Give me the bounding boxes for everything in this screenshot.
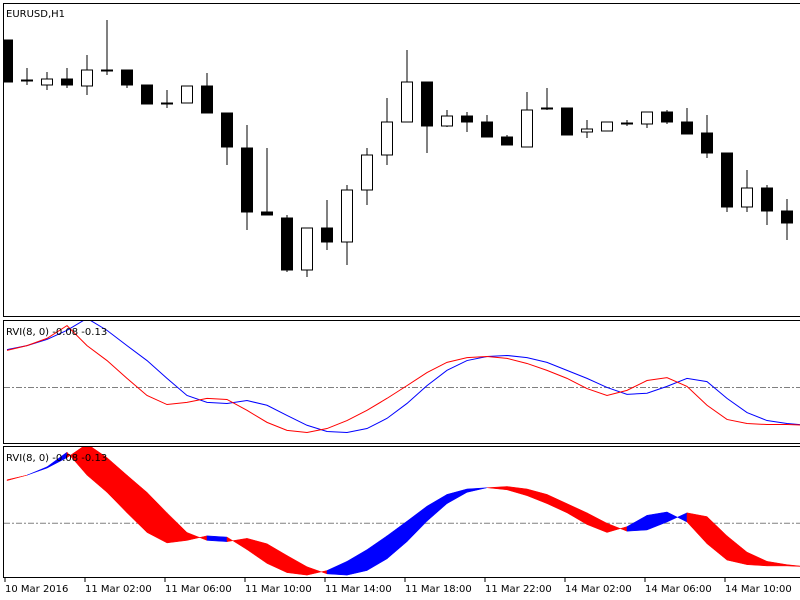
rvi-band-segment xyxy=(786,564,800,567)
candle-body-down xyxy=(501,136,513,146)
candle-body-up xyxy=(581,128,593,133)
candle-body-down xyxy=(781,210,793,224)
candle-body-down xyxy=(221,112,233,148)
rvi-band-segment xyxy=(126,474,148,534)
rvi-band-segment xyxy=(186,532,208,541)
rvi-band-segment xyxy=(286,555,308,576)
candle-body-up xyxy=(741,187,753,208)
rvi-band-segment xyxy=(146,491,168,544)
price-pane xyxy=(4,20,793,277)
x-tick-label: 14 Mar 06:00 xyxy=(645,584,712,595)
rvi-band-segment xyxy=(86,447,108,493)
x-tick-label: 11 Mar 10:00 xyxy=(245,584,312,595)
rvi-band-segment xyxy=(226,536,248,551)
candle-body-down xyxy=(241,147,253,213)
candle-body-down xyxy=(721,152,733,208)
rvi-band-segment xyxy=(406,505,428,543)
rvi-band-segment xyxy=(366,535,388,571)
rvi-line xyxy=(6,324,800,434)
candle-body-up xyxy=(401,81,413,123)
pane-title: RVI(8, 0) -0.08 -0.13 xyxy=(6,453,107,464)
candle-body-down xyxy=(661,111,673,123)
candle-body-down xyxy=(121,69,133,86)
candle-body-down xyxy=(621,122,633,125)
rvi-band-segment xyxy=(746,551,768,567)
candle-body-down xyxy=(541,107,553,110)
rvi-band-segment xyxy=(486,486,508,491)
candle-body-up xyxy=(361,154,373,191)
rvi-band-pane xyxy=(4,447,800,576)
rvi-band-segment xyxy=(766,561,788,567)
x-tick-label: 11 Mar 18:00 xyxy=(405,584,472,595)
rvi-band-segment xyxy=(546,494,568,514)
candle-body-down xyxy=(281,217,293,271)
rvi-band-segment xyxy=(306,566,328,576)
rvi-band-segment xyxy=(566,503,588,525)
candle-body-up xyxy=(81,69,93,87)
rvi-band-segment xyxy=(426,493,448,522)
rvi-band-segment xyxy=(326,560,348,576)
candle-body-down xyxy=(421,81,433,127)
candle-body-down xyxy=(481,121,493,138)
rvi-band-segment xyxy=(726,535,748,565)
candle-body-down xyxy=(201,85,213,114)
rvi-band-segment xyxy=(506,486,528,497)
candle-body-down xyxy=(161,102,173,105)
rvi-band-segment xyxy=(466,487,488,493)
candle-body-up xyxy=(641,111,653,125)
x-tick-label: 14 Mar 02:00 xyxy=(565,584,632,595)
x-tick-label: 14 Mar 10:00 xyxy=(725,584,792,595)
x-tick-label: 10 Mar 2016 xyxy=(5,584,68,595)
rvi-band-segment xyxy=(386,520,408,560)
candle-body-down xyxy=(21,79,33,82)
candle-body-up xyxy=(181,85,193,104)
x-tick-label: 11 Mar 22:00 xyxy=(485,584,552,595)
candle-body-down xyxy=(681,121,693,135)
candle-body-up xyxy=(601,121,613,132)
candle-body-up xyxy=(441,115,453,127)
candle-body-down xyxy=(141,84,153,105)
candle-body-down xyxy=(761,187,773,212)
candle-body-up xyxy=(301,227,313,271)
rvi-band-segment xyxy=(106,457,128,514)
candle-body-down xyxy=(101,69,113,72)
rvi-band-segment xyxy=(346,549,368,576)
candle-body-up xyxy=(381,121,393,156)
pane-frame xyxy=(3,3,800,317)
x-tick-label: 11 Mar 02:00 xyxy=(85,584,152,595)
rvi-band-segment xyxy=(446,488,468,505)
rvi-band-segment xyxy=(26,466,48,476)
rvi-band-segment xyxy=(266,543,288,574)
rvi-band-segment xyxy=(586,512,608,533)
pane-frame xyxy=(3,320,800,444)
x-tick-label: 11 Mar 14:00 xyxy=(325,584,392,595)
candle-body-down xyxy=(4,39,13,83)
candle-body-up xyxy=(41,78,53,86)
candle-body-down xyxy=(561,107,573,136)
rvi-band-segment xyxy=(6,474,28,481)
x-tick-label: 11 Mar 06:00 xyxy=(165,584,232,595)
candle-body-down xyxy=(321,227,333,243)
pane-frame xyxy=(3,446,800,578)
rvi-band-segment xyxy=(166,512,188,544)
rvi-line-pane xyxy=(4,321,800,434)
candle-body-down xyxy=(261,211,273,216)
pane-title: EURUSD,H1 xyxy=(6,9,65,20)
candle-body-up xyxy=(521,109,533,148)
rvi-band-segment xyxy=(206,535,228,542)
rvi-band-segment xyxy=(666,511,688,523)
pane-title: RVI(8, 0) -0.08 -0.13 xyxy=(6,327,107,338)
rvi-band-segment xyxy=(246,538,268,564)
candle-body-up xyxy=(341,189,353,243)
candle-body-down xyxy=(701,132,713,154)
time-axis: 10 Mar 2016 11 Mar 02:00 11 Mar 06:00 11 Ma… xyxy=(4,578,792,595)
rvi-band-segment xyxy=(606,522,628,533)
rvi-band-segment xyxy=(646,511,668,531)
rvi-line xyxy=(6,321,800,434)
candle-body-down xyxy=(461,115,473,123)
candle-body-down xyxy=(61,78,73,86)
rvi-band-segment xyxy=(686,512,708,545)
rvi-band-segment xyxy=(526,488,548,504)
